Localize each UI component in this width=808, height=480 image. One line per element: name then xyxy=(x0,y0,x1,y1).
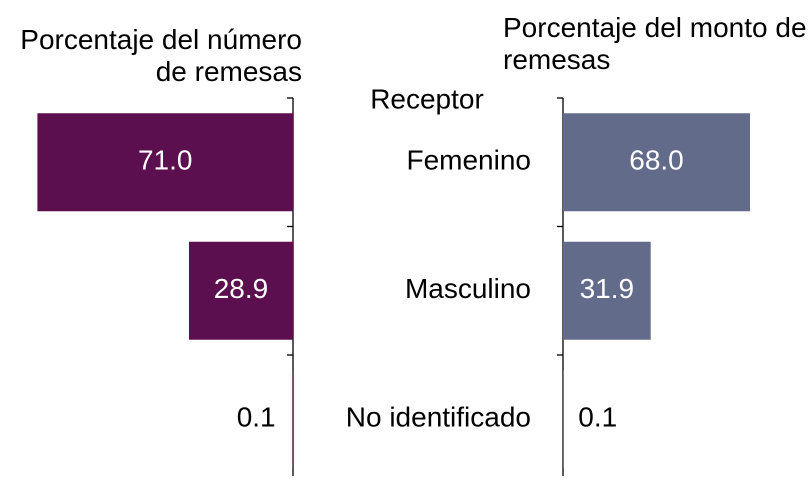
bar xyxy=(188,241,293,340)
category-label: No identificado xyxy=(346,402,531,433)
category-label: Femenino xyxy=(406,145,531,176)
value-label: 71.0 xyxy=(138,145,193,176)
value-label: 28.9 xyxy=(214,273,269,304)
value-label: 31.9 xyxy=(580,273,635,304)
value-label: 68.0 xyxy=(629,145,684,176)
left-panel-title: Porcentaje del número de remesas xyxy=(20,24,302,87)
value-label: 0.1 xyxy=(578,402,617,433)
category-title: Receptor xyxy=(370,83,484,114)
value-label: 0.1 xyxy=(237,402,276,433)
right-panel-title: Porcentaje del monto de remesas xyxy=(503,12,807,75)
bar xyxy=(563,113,750,212)
bar xyxy=(37,113,294,212)
category-label: Masculino xyxy=(405,273,531,304)
bar xyxy=(563,241,651,340)
